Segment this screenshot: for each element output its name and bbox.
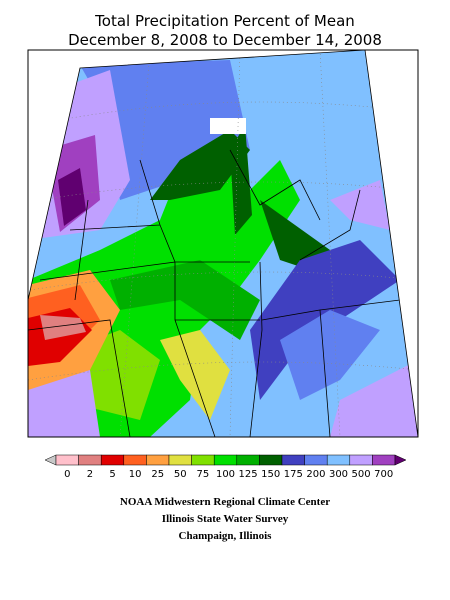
legend-label: 2 — [87, 469, 93, 480]
map-frame — [27, 49, 419, 438]
legend-label: 300 — [329, 469, 348, 480]
legend-swatch — [168, 454, 192, 466]
legend-swatch — [100, 454, 125, 466]
legend-swatch — [281, 454, 305, 466]
legend-high-triangle — [394, 454, 407, 466]
legend-swatch — [123, 454, 147, 466]
credit-line: Champaign, Illinois — [179, 530, 273, 542]
legend-label: 500 — [352, 469, 371, 480]
legend-swatch — [349, 454, 373, 466]
legend-swatch — [146, 454, 170, 466]
credit-line: Illinois State Water Survey — [162, 513, 289, 525]
legend: 0 2 5 10 25 50 75 100 125 150 175 200 300 500 700 — [44, 454, 407, 480]
legend-swatch — [78, 454, 102, 466]
legend-label: 700 — [374, 469, 393, 480]
legend-label: 100 — [216, 469, 235, 480]
precipitation-map — [28, 50, 418, 437]
legend-swatch — [326, 454, 351, 466]
legend-swatch — [259, 454, 283, 466]
legend-label: 10 — [129, 469, 142, 480]
title-line-2: December 8, 2008 to December 14, 2008 — [68, 31, 382, 49]
legend-low-triangle — [44, 454, 57, 466]
credit-line: NOAA Midwestern Regional Climate Center — [120, 496, 330, 508]
legend-label: 150 — [261, 469, 280, 480]
legend-label: 0 — [64, 469, 70, 480]
legend-swatch — [372, 454, 396, 466]
legend-swatch — [191, 454, 215, 466]
legend-label: 125 — [239, 469, 258, 480]
legend-swatch — [304, 454, 328, 466]
legend-label: 200 — [306, 469, 325, 480]
legend-label: 75 — [197, 469, 210, 480]
legend-label: 175 — [284, 469, 303, 480]
legend-swatch — [213, 454, 238, 466]
title-line-1: Total Precipitation Percent of Mean — [94, 12, 355, 30]
legend-label: 5 — [109, 469, 115, 480]
legend-swatch — [55, 454, 79, 466]
legend-swatch — [236, 454, 260, 466]
legend-label: 50 — [174, 469, 187, 480]
legend-label: 25 — [151, 469, 164, 480]
